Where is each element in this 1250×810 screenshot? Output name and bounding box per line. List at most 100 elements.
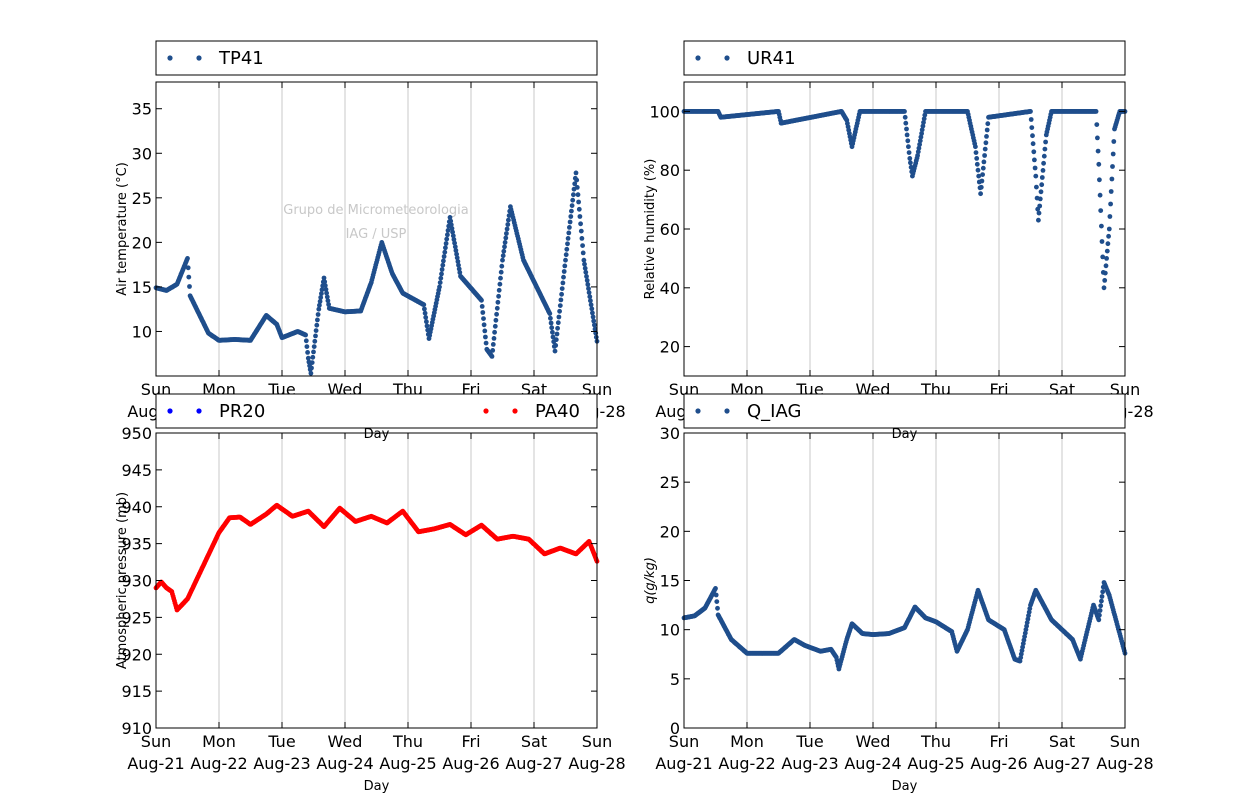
data-point [505, 222, 511, 227]
x-tick-label-day: Wed [856, 732, 891, 751]
data-point [919, 127, 925, 133]
data-point [584, 274, 589, 279]
data-point [1111, 139, 1117, 144]
x-tick-label-date: Aug-22 [718, 754, 775, 773]
data-point [1099, 594, 1105, 599]
legend-box [155, 393, 598, 429]
data-point [1032, 157, 1037, 163]
data-point [575, 192, 581, 198]
x-tick-label-date: Aug-23 [781, 754, 838, 773]
data-point [491, 336, 497, 341]
data-point [559, 286, 565, 291]
data-point [304, 344, 310, 349]
data-point [313, 333, 318, 339]
data-point [454, 251, 459, 257]
y-tick-label: 20 [132, 233, 152, 252]
legend-box [155, 40, 598, 76]
data-point [975, 167, 981, 173]
data-point [980, 165, 986, 171]
data-point [326, 302, 331, 307]
data-point [445, 228, 451, 233]
data-point [482, 328, 488, 334]
legend-marker [196, 55, 202, 61]
data-point [443, 245, 448, 251]
y-tick-label: 15 [660, 572, 680, 591]
y-tick-label: 80 [660, 161, 680, 180]
data-point [576, 199, 581, 205]
data-point [1039, 175, 1045, 180]
data-point [1037, 203, 1043, 209]
data-point [187, 284, 192, 289]
data-point [483, 340, 489, 346]
data-point [450, 233, 456, 239]
data-point [1103, 263, 1109, 269]
y-tick-label: 25 [132, 189, 152, 208]
watermark-line2: IAG / USP [346, 227, 407, 242]
data-point [713, 586, 718, 591]
legend: PR20 PA40 [155, 393, 598, 429]
data-point [974, 161, 980, 167]
data-point [313, 328, 319, 333]
data-point [919, 131, 924, 136]
data-point [548, 320, 554, 326]
data-point [311, 344, 317, 349]
data-point [424, 319, 429, 325]
data-point [480, 310, 486, 315]
data-point [592, 326, 598, 332]
y-tick-label: 935 [121, 535, 152, 554]
data-point [549, 325, 555, 331]
data-point [1108, 201, 1113, 207]
data-point [1102, 278, 1108, 283]
data-point [1098, 603, 1104, 609]
y-tick-label: 30 [660, 424, 680, 443]
y-tick-label: 920 [121, 645, 152, 664]
x-tick-label-date: Aug-21 [655, 754, 712, 773]
series-UR41 [681, 109, 1128, 291]
data-point [502, 244, 507, 250]
data-point [974, 156, 980, 161]
data-point [325, 298, 331, 304]
data-point [581, 257, 587, 263]
data-point [973, 150, 979, 156]
y-tick-label: 35 [132, 100, 152, 119]
data-point [917, 138, 923, 144]
data-point [496, 287, 502, 293]
data-point [907, 156, 913, 161]
data-point [979, 178, 985, 184]
data-point [506, 217, 511, 223]
data-point [317, 302, 322, 308]
x-tick-label-date: Aug-28 [568, 754, 625, 773]
chart-panel-4: 0 5 10 15 20 25 30 Sun Aug-21 Mon Aug-22 Tue Aug-23 W… [643, 393, 1154, 794]
data-point [1100, 589, 1106, 595]
data-point [1039, 182, 1045, 188]
data-point [448, 222, 454, 228]
data-point [563, 252, 569, 258]
data-point [1105, 241, 1111, 247]
data-point [315, 317, 320, 323]
data-point [902, 109, 907, 114]
plot-frame [683, 81, 1126, 377]
data-point [984, 127, 990, 133]
data-point [905, 138, 911, 144]
data-point [553, 337, 559, 343]
data-point [502, 240, 508, 245]
data-point [1108, 189, 1114, 194]
y-axis-label: q(g/kg) [643, 557, 658, 604]
data-point [492, 323, 498, 329]
data-point [456, 266, 462, 272]
data-point [1043, 139, 1048, 145]
x-tick-label-day: Sun [582, 732, 612, 751]
data-point [481, 322, 487, 328]
y-tick-label: 60 [660, 220, 680, 239]
plot-frame [155, 81, 598, 377]
data-point [493, 317, 499, 323]
data-point [918, 134, 924, 140]
data-point [593, 334, 599, 340]
x-tick-label-date: Aug-28 [1096, 754, 1153, 773]
data-point [978, 184, 984, 190]
x-tick-label-day: Thu [392, 732, 423, 751]
data-point [498, 269, 504, 275]
data-point [588, 302, 594, 308]
data-point [311, 349, 316, 355]
data-point [303, 338, 309, 344]
